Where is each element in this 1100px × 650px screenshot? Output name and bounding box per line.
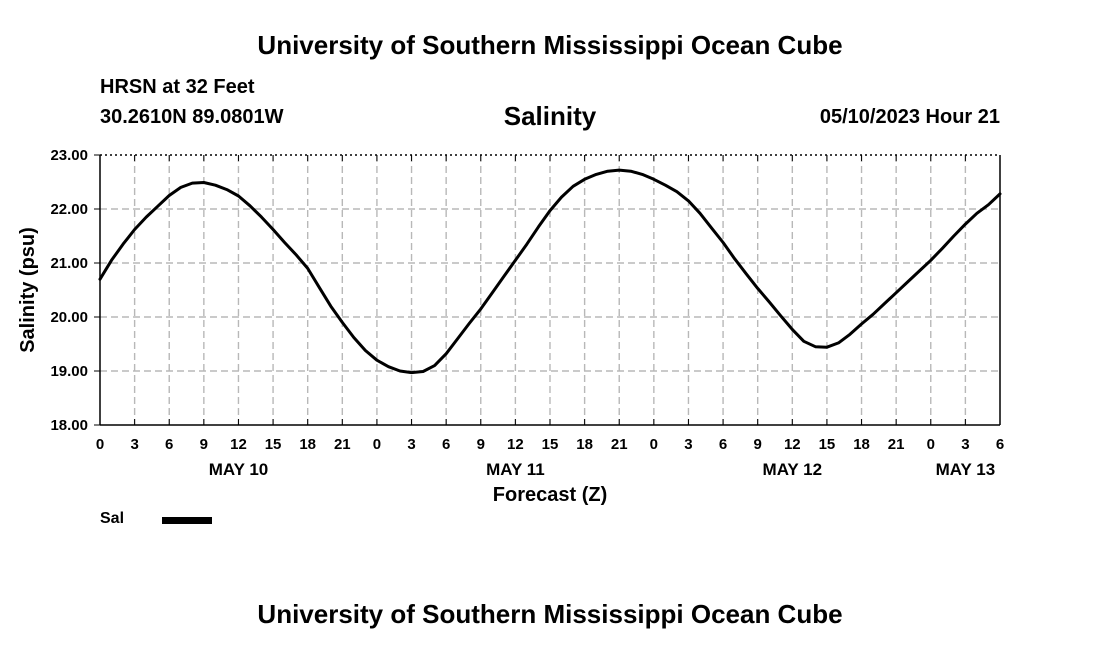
x-tick-label: 0 [96,436,104,453]
x-tick-label: 3 [407,436,415,453]
x-tick-label: 6 [165,436,173,453]
variable-title: Salinity [503,101,597,131]
y-axis-title: Salinity (psu) [17,227,39,353]
y-tick-label: 20.00 [50,309,88,326]
station-label: HRSN at 32 Feet [100,76,255,98]
x-tick-label: 3 [961,436,969,453]
x-tick-label: 9 [477,436,485,453]
x-tick-label: 3 [684,436,692,453]
x-tick-label: 18 [576,436,593,453]
x-tick-label: 0 [650,436,658,453]
forecast-datetime: 05/10/2023 Hour 21 [819,106,1000,128]
x-tick-label: 6 [996,436,1004,453]
x-tick-label: 21 [334,436,351,453]
x-tick-label: 15 [542,436,559,453]
x-date-label: MAY 10 [209,460,269,479]
x-tick-label: 21 [611,436,628,453]
x-date-label: MAY 13 [936,460,996,479]
legend-swatch [162,517,212,524]
x-tick-label: 18 [299,436,316,453]
x-tick-label: 21 [888,436,905,453]
x-axis-title: Forecast (Z) [493,484,607,506]
y-tick-label: 18.00 [50,417,88,434]
x-date-label: MAY 11 [486,460,545,479]
series-line-sal [98,168,1002,375]
x-tick-label: 9 [200,436,208,453]
x-tick-label: 15 [265,436,282,453]
x-tick-label: 0 [927,436,935,453]
footer-title: University of Southern Mississippi Ocean… [257,599,843,629]
y-tick-label: 23.00 [50,147,88,164]
x-date-label: MAY 12 [763,460,823,479]
x-tick-label: 9 [754,436,762,453]
x-tick-label: 6 [719,436,727,453]
x-tick-label: 6 [442,436,450,453]
x-tick-label: 15 [819,436,836,453]
x-tick-label: 12 [784,436,801,453]
station-coordinates: 30.2610N 89.0801W [100,106,284,128]
y-tick-label: 21.00 [50,255,88,272]
x-tick-label: 18 [853,436,870,453]
x-tick-label: 0 [373,436,381,453]
x-tick-label: 3 [130,436,138,453]
y-tick-label: 22.00 [50,201,88,218]
x-tick-label: 12 [507,436,524,453]
x-tick-label: 12 [230,436,247,453]
legend-label: Sal [100,510,125,527]
page-title: University of Southern Mississippi Ocean… [257,30,843,60]
y-tick-label: 19.00 [50,363,88,380]
